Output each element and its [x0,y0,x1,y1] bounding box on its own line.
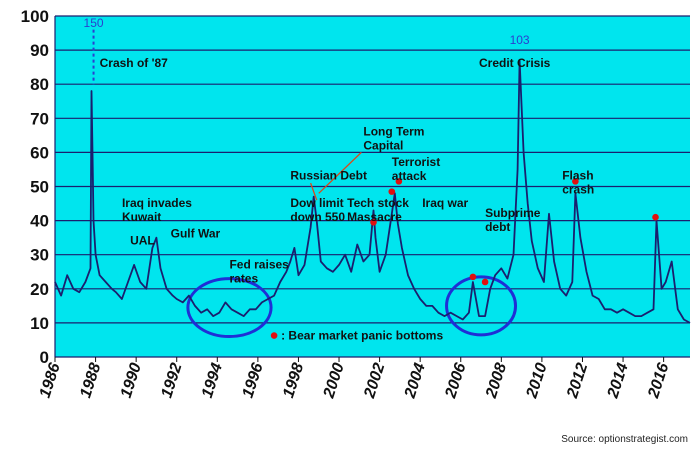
gridlines [54,15,690,358]
x-tick-label: 1994 [199,361,226,400]
callout-line [318,151,362,194]
event-annotation: Dow limit down 550 [290,196,345,224]
x-tick-label: 2012 [564,361,592,401]
event-annotation: Gulf War [171,227,221,241]
annotation-line: Terrorist [392,155,440,169]
legend-marker [270,332,278,339]
x-axis-ticks: 1986 1988 1990 1992 1994 1996 1998 2000 2002 2004… [37,357,673,401]
x-tick-label: 2008 [483,361,511,401]
x-tick-label: 2014 [604,361,632,401]
annotation-line: Subprime [485,206,541,220]
x-tick-label: 1998 [280,361,307,400]
annotation-line: Russian Debt [290,169,367,183]
annotation-line: crash [562,183,594,197]
peak-label: 103 [510,33,530,47]
y-tick-label: 100 [21,7,49,26]
highlight-circles [186,275,518,339]
annotation-line: Flash [562,169,593,183]
event-annotation: Iraq war [422,196,468,210]
annotation-line: Fed raises [229,257,289,271]
x-tick-label: 1990 [118,361,145,400]
vix-series-line [54,59,691,324]
x-tick-label: 1988 [77,361,104,400]
y-tick-label: 90 [30,41,49,60]
x-tick-label: 2000 [320,361,348,401]
annotation-line: Capital [363,138,403,152]
source-credit: Source: optionstrategist.com [561,434,688,445]
highlight-circle [445,275,518,337]
annotation-line: UAL [130,233,155,247]
annotation-line: rates [229,271,258,285]
annotation-line: Tech stock [347,196,409,210]
annotation-line: Iraq invades [122,196,192,210]
event-annotation: Fed raises rates [229,257,289,285]
annotation-line: down 550 [290,210,345,224]
annotation-line: Massacre [347,210,402,224]
bottom-marker [572,178,579,185]
x-tick-label: 2016 [645,361,673,401]
bottom-marker [652,213,659,221]
y-tick-label: 60 [30,143,49,162]
highlight-circle [186,277,273,339]
annotation-line: Iraq war [422,196,468,210]
peak-labels: 150 103 [84,16,530,85]
series-group [54,59,691,324]
event-annotations: Crash of '87 Iraq invades Kuwait UAL Gulf Wa… [100,56,595,285]
event-annotation: Subprime debt [485,206,541,234]
y-axis-ticks: 0 10 20 30 40 50 60 70 80 90 100 [21,7,49,367]
y-tick-label: 70 [30,109,49,128]
callout-line [310,182,318,201]
y-tick-label: 80 [30,75,49,94]
annotation-line: Long Term [363,124,424,138]
annotation-line: Credit Crisis [479,56,551,70]
event-annotation: UAL [130,233,155,247]
y-tick-label: 40 [30,212,49,231]
event-annotation: Credit Crisis [479,56,551,70]
x-tick-label: 2006 [442,361,470,401]
y-tick-label: 0 [40,348,49,367]
x-tick-label: 2002 [361,361,389,401]
legend: : Bear market panic bottoms [270,329,443,343]
x-tick-label: 2004 [402,361,430,401]
callout-lines [310,151,362,201]
bottom-marker [370,219,377,226]
event-annotation: Long Term Capital [363,124,424,152]
event-annotation: Flash crash [562,169,594,197]
event-annotation: Russian Debt [290,169,367,183]
annotation-line: Crash of '87 [100,56,169,70]
annotation-line: debt [485,220,510,234]
x-tick-label: 1996 [240,361,267,400]
event-annotation: Iraq invades Kuwait [122,196,192,224]
x-tick-label: 1992 [158,361,185,400]
bottom-marker [469,273,477,281]
y-tick-label: 10 [30,314,49,333]
y-tick-label: 50 [30,178,49,197]
peak-label: 150 [84,16,104,30]
y-tick-label: 30 [30,246,49,265]
annotation-line: Kuwait [122,210,161,224]
bottom-markers [370,178,659,286]
annotation-line: attack [392,169,427,183]
annotation-line: Gulf War [171,227,221,241]
event-annotation: Tech stock Massacre [347,196,409,224]
bottom-marker [388,188,396,195]
legend-label: : Bear market panic bottoms [281,329,443,343]
x-tick-label: 2010 [523,361,551,401]
event-annotation: Crash of '87 [100,56,169,70]
y-tick-label: 20 [30,280,49,299]
bottom-marker [395,178,403,185]
event-annotation: Terrorist attack [392,155,440,183]
bottom-marker [481,278,489,286]
annotation-line: Dow limit [290,196,343,210]
